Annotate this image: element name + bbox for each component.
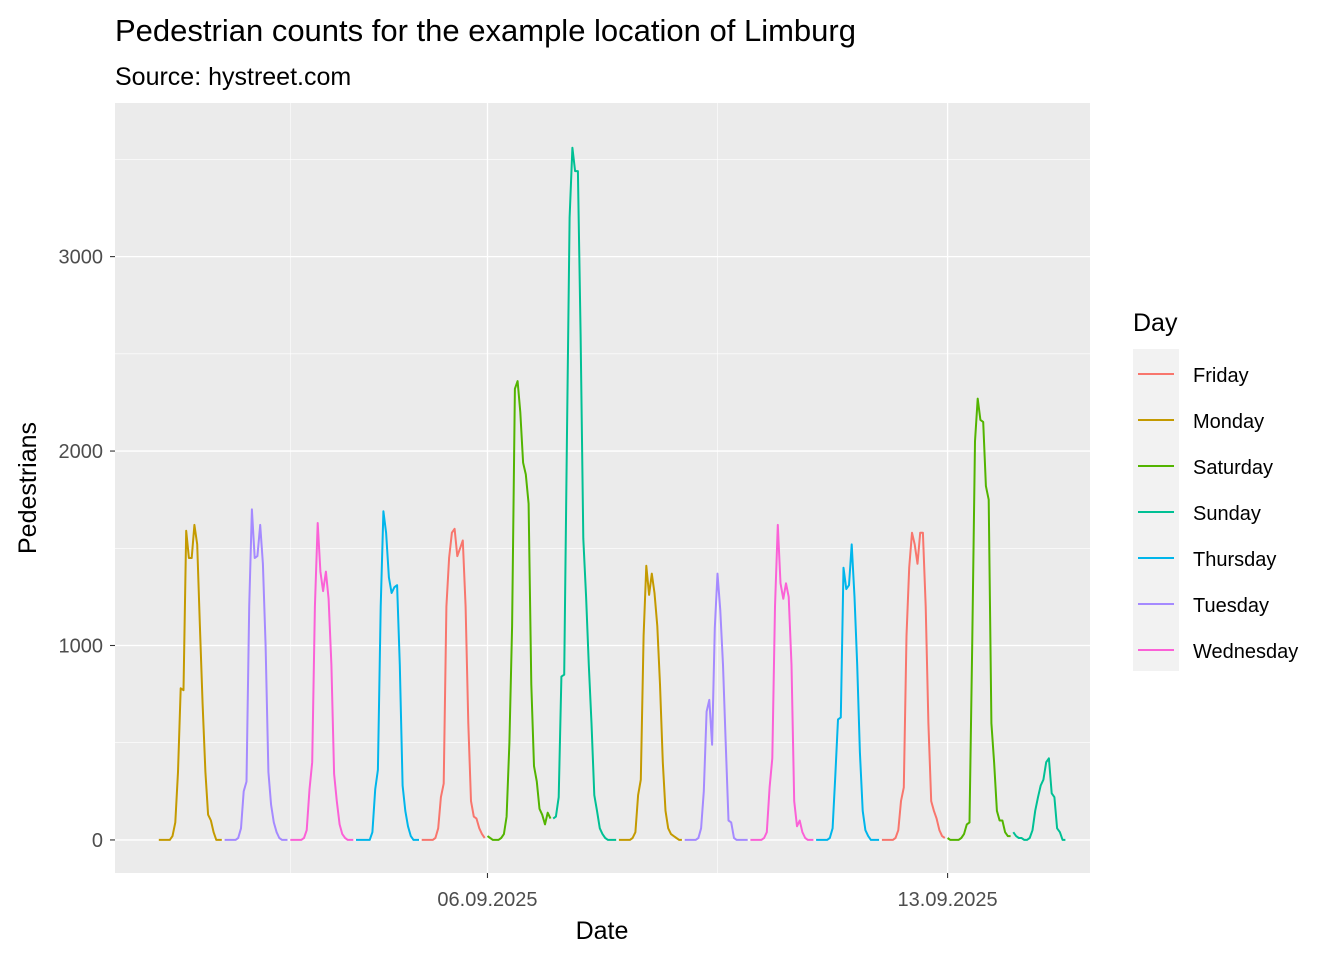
series-line-friday xyxy=(881,531,946,841)
x-axis-title: Date xyxy=(576,917,629,945)
chart-title: Pedestrian counts for the example locati… xyxy=(115,13,856,48)
series-line-monday xyxy=(618,564,682,841)
series-lines xyxy=(158,146,1066,841)
legend: Day Friday Monday Saturday Sunday Thursday Tu… xyxy=(1133,309,1298,671)
series-line-wednesday xyxy=(290,522,354,841)
x-tick-label: 13.09.2025 xyxy=(898,889,998,911)
y-tick-label: 0 xyxy=(92,830,103,852)
series-line-tuesday xyxy=(224,508,288,841)
y-tick-label: 2000 xyxy=(59,441,104,463)
chart-subtitle: Source: hystreet.com xyxy=(115,63,351,91)
y-tick-label: 3000 xyxy=(59,247,104,269)
series-line-saturday xyxy=(486,380,552,841)
series-line-tuesday xyxy=(684,572,748,841)
legend-label: Friday xyxy=(1193,365,1249,387)
legend-label: Monday xyxy=(1193,411,1264,433)
series-line-friday xyxy=(421,527,486,841)
legend-label: Wednesday xyxy=(1193,641,1298,663)
legend-label: Saturday xyxy=(1193,457,1273,479)
y-axis: 0 1000 2000 3000 xyxy=(59,247,115,852)
series-line-sunday xyxy=(552,146,617,841)
x-axis: 06.09.2025 13.09.2025 xyxy=(437,873,998,911)
legend-title: Day xyxy=(1133,309,1178,337)
x-tick-label: 06.09.2025 xyxy=(437,889,537,911)
y-axis-title: Pedestrians xyxy=(14,422,42,554)
legend-label: Sunday xyxy=(1193,503,1261,525)
grid xyxy=(115,103,1090,873)
y-tick-label: 1000 xyxy=(59,636,104,658)
series-line-sunday xyxy=(1012,757,1066,841)
series-line-thursday xyxy=(816,543,880,841)
series-line-thursday xyxy=(356,510,419,841)
series-line-saturday xyxy=(947,397,1011,841)
legend-label: Thursday xyxy=(1193,549,1276,571)
legend-label: Tuesday xyxy=(1193,595,1269,617)
legend-key-background xyxy=(1133,349,1179,671)
plot-panel xyxy=(115,103,1090,873)
series-line-wednesday xyxy=(750,523,814,841)
series-line-monday xyxy=(158,523,222,841)
